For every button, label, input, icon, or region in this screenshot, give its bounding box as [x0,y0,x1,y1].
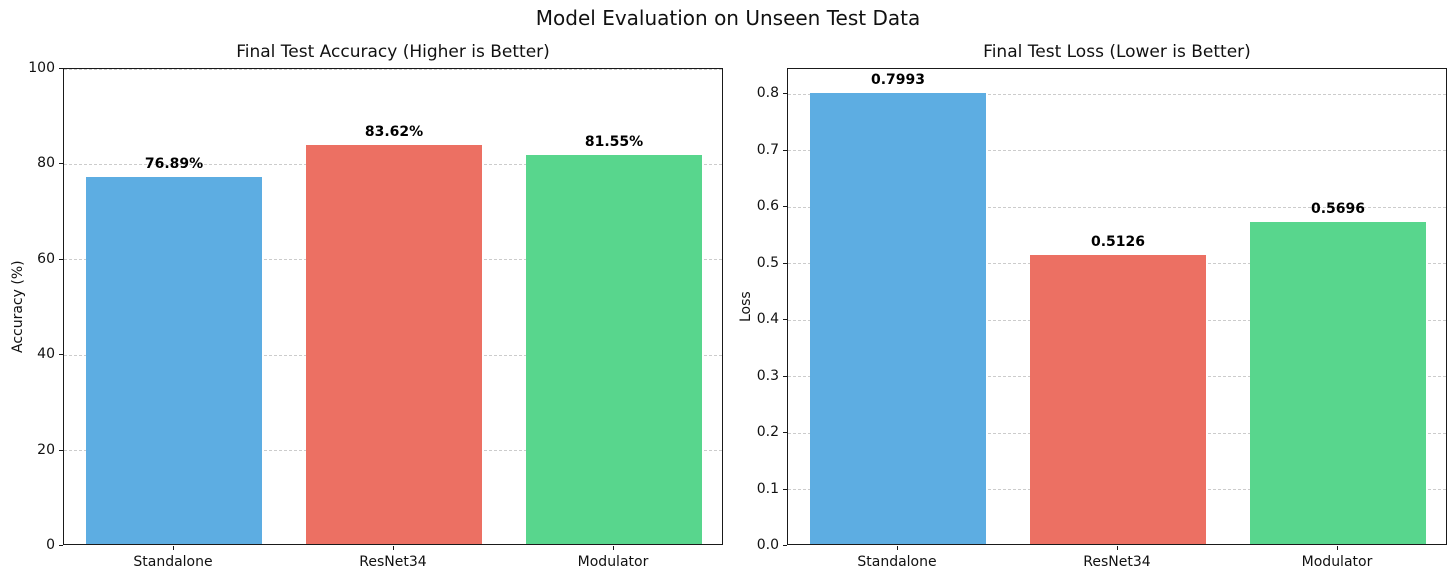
accuracy-y-axis-label: Accuracy (%) [10,260,26,353]
x-tick-label-standalone: Standalone [133,554,213,570]
y-tick-mark [59,545,63,546]
accuracy-plot-area: 76.89% 83.62% 81.55% [63,68,723,545]
x-tick-label-standalone: Standalone [857,554,937,570]
bar-value-label-standalone: 76.89% [144,156,204,173]
y-tick-mark [783,545,787,546]
x-tick-mark [613,546,614,550]
bar-value-label-resnet34: 83.62% [364,124,424,141]
x-tick-label-resnet34: ResNet34 [1083,554,1151,570]
x-tick-mark [393,546,394,550]
bar-value-label-modulator: 81.55% [584,134,644,151]
bar-standalone [810,92,986,544]
gridline [788,206,1446,208]
loss-chart-title: Final Test Loss (Lower is Better) [983,42,1251,62]
x-tick-mark [1117,546,1118,550]
bar-standalone [86,177,262,544]
bar-modulator [526,155,702,544]
x-tick-mark [173,546,174,550]
bar-modulator [1250,222,1426,544]
figure-title: Model Evaluation on Unseen Test Data [535,6,921,30]
bar-value-label-standalone: 0.7993 [870,71,926,88]
x-tick-label-modulator: Modulator [577,554,649,570]
x-tick-mark [1337,546,1338,550]
loss-plot-area: 0.7993 0.5126 0.5696 [787,68,1447,545]
x-tick-mark [897,546,898,550]
bar-resnet34 [306,145,482,544]
bar-value-label-resnet34: 0.5126 [1090,233,1146,250]
x-tick-label-resnet34: ResNet34 [359,554,427,570]
bar-resnet34 [1030,254,1206,544]
accuracy-chart-title: Final Test Accuracy (Higher is Better) [236,42,550,62]
gridline [64,68,722,70]
gridline [788,93,1446,95]
x-tick-label-modulator: Modulator [1301,554,1373,570]
gridline [788,150,1446,152]
bar-value-label-modulator: 0.5696 [1310,201,1366,218]
loss-y-axis-label: Loss [738,291,754,322]
